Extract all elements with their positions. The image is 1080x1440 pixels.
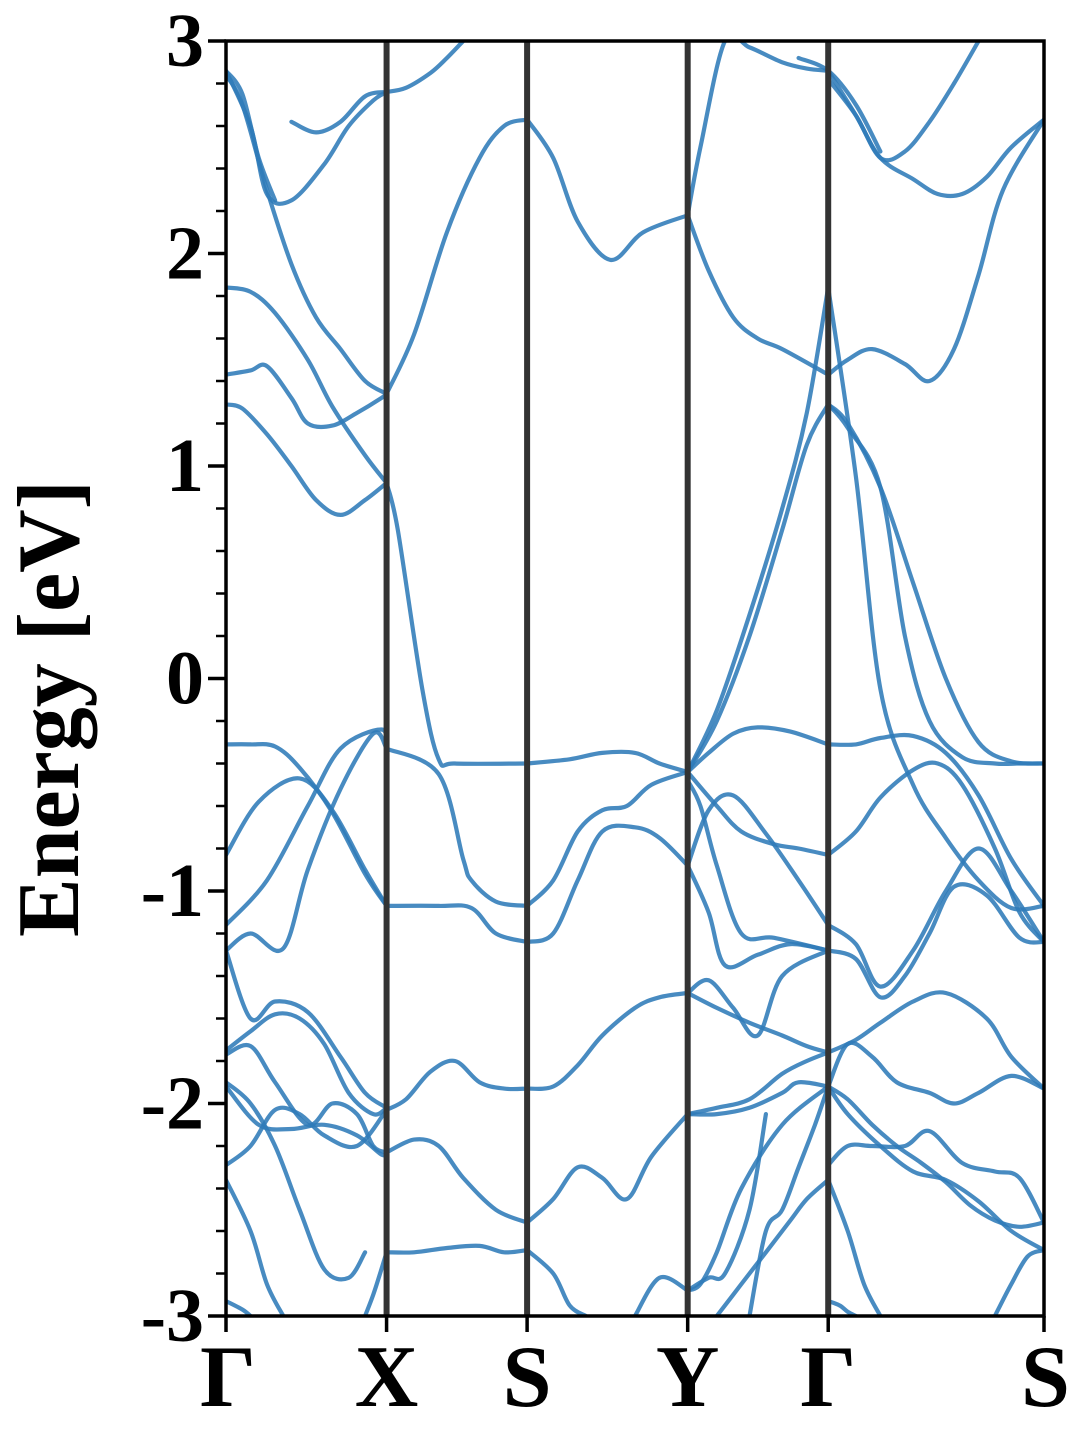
band-line-22 [226,1011,389,1117]
y-tick-label: 0 [166,637,204,721]
band-line-11 [226,362,389,430]
band-line-57 [826,882,1044,1000]
band-line-32 [384,1243,530,1255]
band-line-50 [714,1177,831,1316]
band-line-72 [796,55,883,154]
band-line-25 [226,1105,389,1168]
band-line-51 [747,1084,831,1316]
band-line-42 [685,863,831,970]
band-line-71 [826,41,981,163]
band-line-5 [226,727,389,928]
band-line-13 [289,89,389,135]
x-tick-label: X [355,1329,419,1426]
band-line-38 [685,725,831,775]
band-line-69 [826,117,1044,384]
band-line-66 [826,285,1044,912]
band-line-4 [226,730,389,953]
band-line-29 [363,1250,389,1316]
divider-lines [383,41,832,1316]
band-line-34 [525,1112,690,1225]
band-line-26 [226,1080,368,1282]
x-tick-label: S [503,1329,552,1426]
band-line-46 [685,1080,831,1117]
band-line-67 [826,402,1044,766]
band-line-70 [826,68,1044,199]
band-line-41 [685,792,831,928]
x-tick-label: S [1021,1329,1070,1426]
band-line-20 [525,117,690,262]
band-line-63 [826,1177,883,1316]
band-line-61 [826,1084,1044,1253]
y-tick-label: 3 [166,0,204,83]
bands-layer [226,41,1044,1316]
band-line-30 [384,1058,530,1112]
band-line-33 [525,990,690,1091]
band-line-27 [226,1177,286,1316]
plot-frame [224,39,1046,1318]
band-line-12 [226,402,389,517]
y-axis-title: Energy [eV] [1,480,98,937]
band-line-45 [685,990,831,1055]
y-tick-label: -1 [141,849,204,933]
band-line-49 [685,1084,831,1293]
band-line-19 [525,823,690,945]
y-tick-label: 2 [166,212,204,296]
band-line-59 [826,1040,1044,1106]
band-line-2 [384,903,530,945]
band-line-9 [226,72,389,396]
band-line-21 [226,948,389,1110]
band-line-3 [226,776,389,908]
band-line-64 [826,1299,858,1316]
band-line-36 [632,1274,690,1316]
band-line-39 [685,285,831,775]
band-line-54 [826,732,1044,908]
band-line-65 [992,1248,1044,1316]
band-line-43 [685,778,831,953]
band-line-23 [226,1042,389,1155]
band-line-6 [384,746,530,908]
x-tick-label: Γ [200,1329,256,1426]
band-line-14 [384,41,466,95]
y-axis-ticks: 3 2 1 0 -1 -2 -3 [141,0,226,1358]
band-line-68 [826,402,1044,767]
band-line-47 [685,1050,831,1117]
band-line-17 [525,749,690,775]
band-line-24 [226,1084,389,1158]
y-tick-label: 1 [166,424,204,508]
band-line-1 [226,742,389,908]
band-line-53 [685,213,831,377]
band-line-16 [384,480,530,768]
band-line-52 [685,41,831,218]
x-tick-label: Γ [800,1329,856,1426]
band-line-28 [226,1299,253,1316]
y-tick-label: -3 [141,1274,204,1358]
band-line-15 [384,117,530,396]
band-line-44 [685,948,831,1039]
band-line-10 [226,285,389,486]
band-line-31 [384,1137,530,1225]
band-line-60 [826,1128,1044,1225]
band-line-56 [826,846,1044,989]
band-line-35 [525,1248,588,1316]
x-tick-label: Y [656,1329,720,1426]
y-tick-label: -2 [141,1062,204,1146]
band-line-40 [685,402,831,775]
band-line-18 [525,769,690,908]
band-line-62 [826,1084,1044,1229]
band-line-58 [826,990,1044,1091]
